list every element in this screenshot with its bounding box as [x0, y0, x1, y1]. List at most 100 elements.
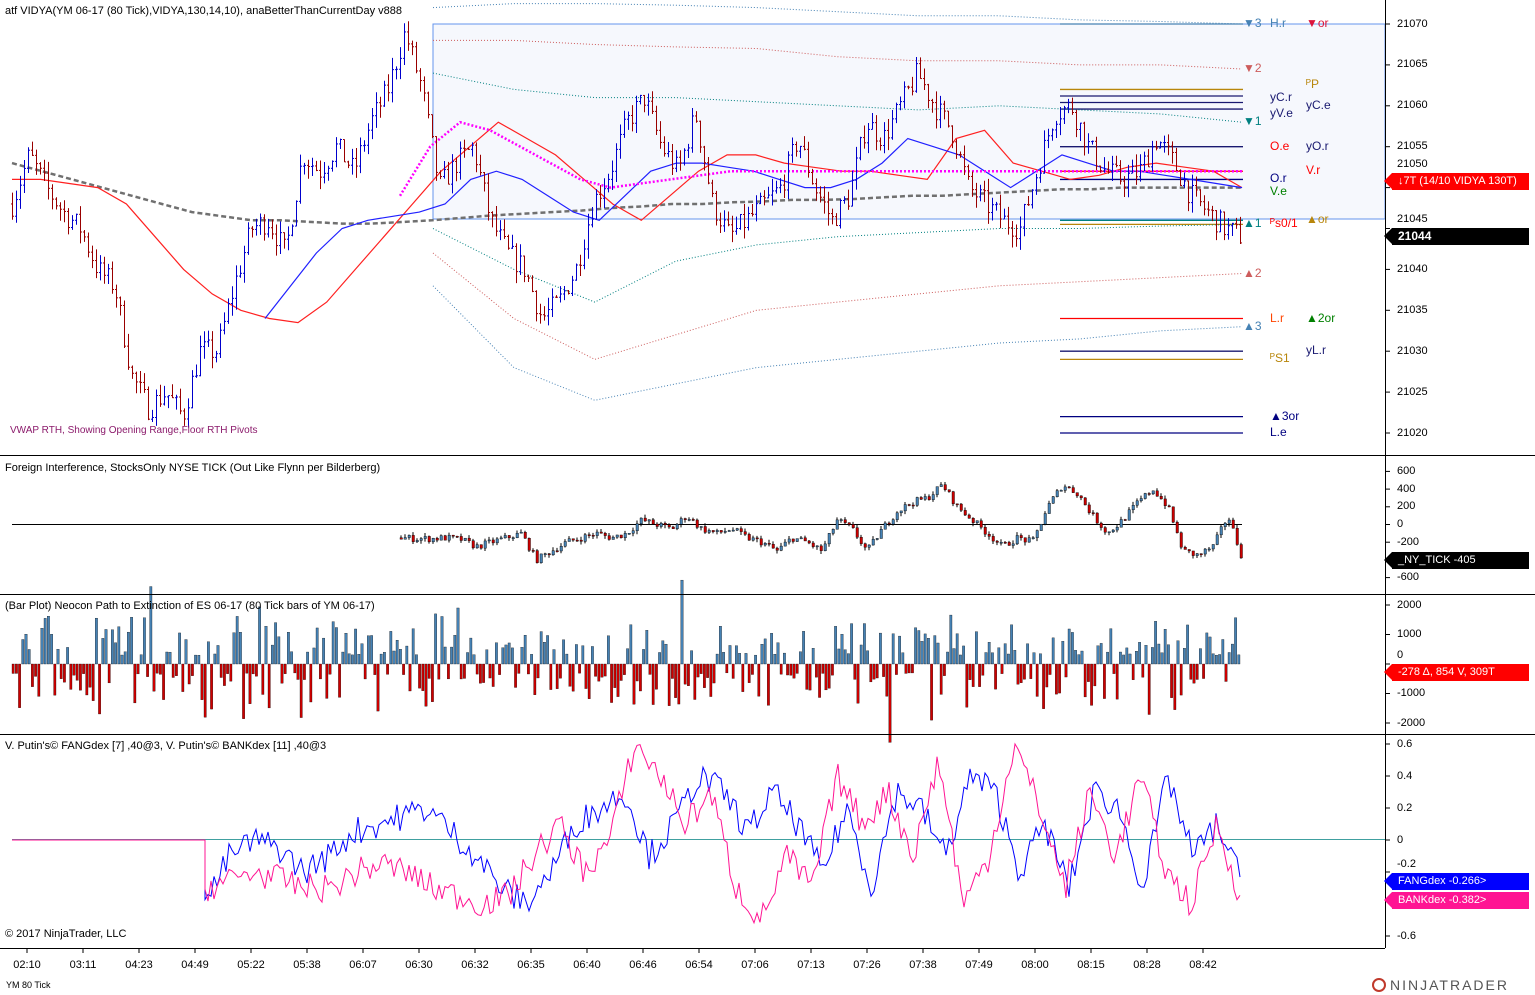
y-tick-label: -200 — [1397, 535, 1420, 548]
delta-bar — [1019, 663, 1023, 683]
tick-bar — [999, 539, 1003, 546]
price-bar — [551, 288, 554, 317]
price-bar — [599, 185, 602, 208]
tick-bar — [459, 533, 463, 543]
tick-bar — [943, 481, 947, 492]
tick-bar — [1147, 492, 1151, 496]
price-bar — [911, 76, 914, 96]
tick-bar — [675, 522, 679, 531]
delta-bar — [987, 642, 991, 665]
delta-bar — [1048, 663, 1052, 675]
price-bar — [779, 178, 782, 194]
price-bar — [447, 161, 450, 185]
tick-bar — [911, 502, 915, 509]
price-bar — [719, 212, 722, 233]
delta-bar — [155, 663, 159, 674]
tick-bar — [1127, 507, 1131, 521]
price-bar — [175, 394, 178, 410]
price-bar — [979, 184, 982, 202]
price-bar — [1015, 224, 1018, 247]
price-bar — [695, 111, 698, 123]
delta-bar — [447, 663, 450, 680]
delta-bar — [1157, 643, 1161, 665]
delta-bar — [997, 647, 1001, 665]
delta-bar — [402, 663, 405, 675]
delta-bar — [597, 663, 601, 682]
price-bar — [827, 191, 830, 226]
tick-bar — [631, 527, 635, 537]
delta-bar — [34, 663, 37, 677]
tick-bar — [715, 528, 719, 535]
y-tick-label: 0.4 — [1397, 769, 1413, 782]
delta-bar — [850, 623, 853, 665]
delta-bar — [418, 663, 421, 689]
delta-bar — [888, 663, 892, 743]
delta-bar — [127, 631, 130, 665]
tick-bar — [1235, 524, 1239, 546]
level-label: ᴾS1 — [1270, 351, 1290, 366]
delta-bar — [831, 663, 834, 676]
delta-bar — [328, 663, 332, 675]
tick-bar — [1219, 524, 1223, 539]
delta-bar — [645, 630, 649, 665]
delta-bar — [683, 663, 687, 685]
delta-bar — [162, 663, 165, 700]
tick-bar — [1183, 545, 1187, 550]
tick-bar — [503, 532, 507, 539]
delta-bar — [210, 663, 213, 710]
price-bar — [783, 174, 786, 198]
tick-bar — [915, 496, 919, 507]
tick-bar — [963, 507, 967, 516]
price-bar — [503, 219, 506, 239]
price-bar — [1183, 172, 1186, 188]
delta-bar — [427, 663, 431, 679]
delta-bar — [194, 654, 197, 665]
delta-bar — [517, 663, 521, 674]
delta-bar — [1115, 663, 1119, 700]
x-tick-label: 06:30 — [405, 959, 433, 971]
bankdex-line — [12, 742, 1241, 925]
delta-bar — [344, 633, 348, 665]
delta-bar — [1186, 624, 1189, 665]
tick-bar — [971, 517, 975, 527]
delta-bar — [1074, 650, 1077, 665]
delta-bar — [520, 647, 524, 665]
price-bar — [515, 243, 518, 284]
delta-bar — [1000, 663, 1004, 674]
delta-bar — [315, 627, 319, 665]
delta-bar — [1093, 663, 1097, 687]
tick-bar — [771, 541, 775, 549]
price-bar — [891, 110, 894, 140]
delta-bar — [680, 579, 684, 665]
y-tick-label: 2000 — [1397, 598, 1422, 611]
price-bar — [603, 178, 606, 209]
delta-bar — [312, 647, 316, 665]
tick-bar — [487, 536, 491, 544]
instrument-label: YM 80 Tick — [6, 980, 51, 990]
price-bar — [1159, 141, 1162, 149]
level-label: ▲3 — [1243, 318, 1262, 333]
tick-bar — [739, 526, 743, 535]
delta-bar — [354, 628, 357, 665]
price-bar — [819, 186, 822, 203]
delta-bar — [514, 663, 517, 688]
delta-bar — [527, 663, 530, 675]
delta-bar — [712, 663, 716, 684]
delta-bar — [40, 628, 44, 665]
delta-bar — [949, 614, 953, 665]
tick-bar — [499, 535, 503, 540]
price-bar — [179, 388, 182, 415]
delta-bar — [901, 652, 905, 665]
delta-bar — [1090, 663, 1093, 706]
tick-bar — [1059, 489, 1063, 492]
delta-bar — [498, 663, 501, 675]
price-bar — [1207, 201, 1210, 217]
delta-bar — [133, 663, 137, 704]
tick-bar — [707, 528, 711, 535]
x-tick-label: 07:26 — [853, 959, 881, 971]
tick-bar — [663, 521, 667, 529]
price-bar — [1239, 216, 1242, 245]
tick-bar — [475, 542, 479, 549]
price-bar — [1191, 174, 1194, 213]
